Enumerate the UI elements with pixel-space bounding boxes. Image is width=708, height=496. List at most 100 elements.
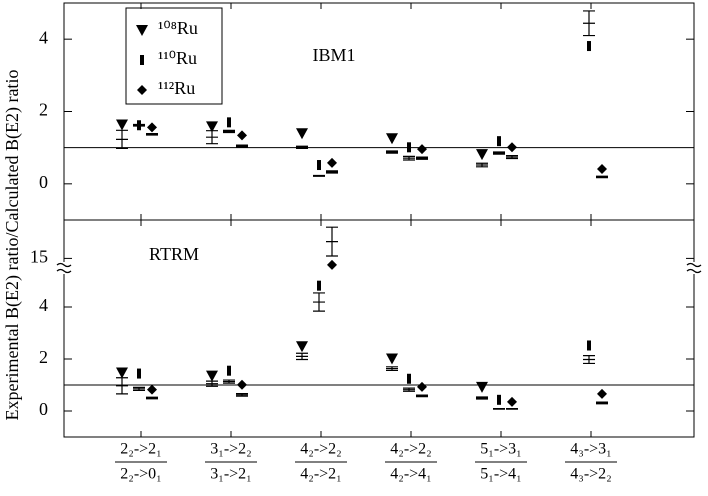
y-tick-label: 4 (39, 27, 48, 47)
y-tick-label: 2 (39, 100, 48, 120)
marker (317, 280, 321, 291)
legend-label: ¹¹²Ru (158, 78, 195, 98)
marker (206, 370, 218, 382)
x-tick-label: 5₁->4₁ (480, 466, 522, 483)
marker (140, 55, 144, 65)
marker (137, 85, 147, 95)
error-bar (296, 352, 308, 361)
panel-label: IBM1 (312, 45, 355, 65)
marker (507, 396, 517, 407)
marker (317, 160, 321, 171)
error-bar (206, 130, 218, 145)
legend-label: ¹⁰⁸Ru (158, 18, 198, 38)
y-tick-label: 2 (39, 347, 48, 367)
marker (497, 394, 501, 405)
x-tick-label: 4₂->4₁ (390, 466, 432, 483)
marker (147, 122, 157, 133)
error-bar (476, 162, 488, 168)
error-bar (223, 379, 235, 384)
x-tick-label: 4₂->2₂ (390, 441, 432, 458)
error-bar (326, 226, 338, 257)
break-gap-right (688, 262, 700, 274)
error-bar (386, 366, 398, 372)
y-tick-label: 0 (39, 399, 48, 419)
error-bar (116, 377, 128, 395)
marker (407, 373, 411, 384)
error-bar (146, 132, 158, 136)
x-tick-label: 2₂->0₁ (120, 466, 162, 483)
panel-label: RTRM (149, 244, 199, 264)
error-bar (506, 408, 518, 410)
marker (116, 119, 128, 131)
error-bar (493, 151, 505, 155)
marker (497, 136, 501, 147)
marker (206, 121, 218, 133)
marker (296, 341, 308, 353)
y-tick-label: 0 (39, 172, 48, 192)
x-tick-label: 4₂->2₁ (300, 466, 342, 483)
marker (386, 133, 398, 145)
marker (237, 379, 247, 390)
marker (386, 353, 398, 365)
marker (407, 142, 411, 153)
y-axis-title: Experimental B(E2) ratio/Calculated B(E2… (2, 70, 23, 421)
marker (296, 128, 308, 140)
marker (476, 149, 488, 161)
error-bar (416, 156, 428, 160)
break-gap-left (58, 262, 70, 274)
bottom-frame (63, 219, 695, 438)
marker (507, 142, 517, 153)
marker (327, 259, 337, 270)
error-bar (133, 386, 145, 392)
error-bar (416, 394, 428, 398)
error-bar (236, 144, 248, 148)
x-tick-label: 3₁->2₂ (210, 441, 252, 458)
y-tick-label: 4 (39, 295, 48, 315)
x-tick-label: 4₂->2₂ (300, 441, 342, 458)
error-bar (583, 355, 595, 365)
marker (227, 365, 231, 376)
x-tick-label: 3₁->2₁ (210, 466, 252, 483)
error-bar (116, 129, 128, 149)
error-bar (386, 150, 398, 154)
error-bar (223, 129, 235, 134)
x-tick-label: 4₃->3₁ (570, 441, 612, 458)
axis-break (686, 262, 702, 274)
marker (137, 120, 141, 131)
error-bar (596, 401, 608, 405)
marker (116, 367, 128, 379)
error-bar (493, 408, 505, 410)
error-bar (403, 155, 415, 161)
legend (125, 7, 223, 105)
marker (327, 157, 337, 168)
legend-label: ¹¹⁰Ru (158, 48, 197, 68)
error-bar (583, 10, 595, 37)
axis-break (56, 262, 72, 274)
marker (476, 381, 488, 393)
error-bar (326, 170, 338, 174)
error-bar (206, 380, 218, 387)
error-bar (236, 392, 248, 397)
marker (136, 25, 148, 36)
error-bar (403, 387, 415, 392)
marker (147, 384, 157, 395)
error-bar (596, 175, 608, 179)
marker (597, 164, 607, 175)
x-tick-label: 5₁->3₁ (480, 441, 522, 458)
error-bar (313, 292, 325, 312)
marker (417, 381, 427, 392)
marker (417, 144, 427, 155)
marker (137, 368, 141, 379)
x-tick-label: 4₃->2₂ (570, 466, 612, 483)
marker (597, 388, 607, 399)
marker (237, 130, 247, 141)
error-bar (296, 145, 308, 149)
marker (587, 340, 591, 351)
error-bar (506, 155, 518, 160)
error-bar (313, 174, 325, 177)
error-bar (476, 396, 488, 400)
y-tick-label: 15 (30, 247, 48, 267)
x-tick-label: 2₂->2₁ (120, 441, 162, 458)
error-bar (146, 396, 158, 400)
